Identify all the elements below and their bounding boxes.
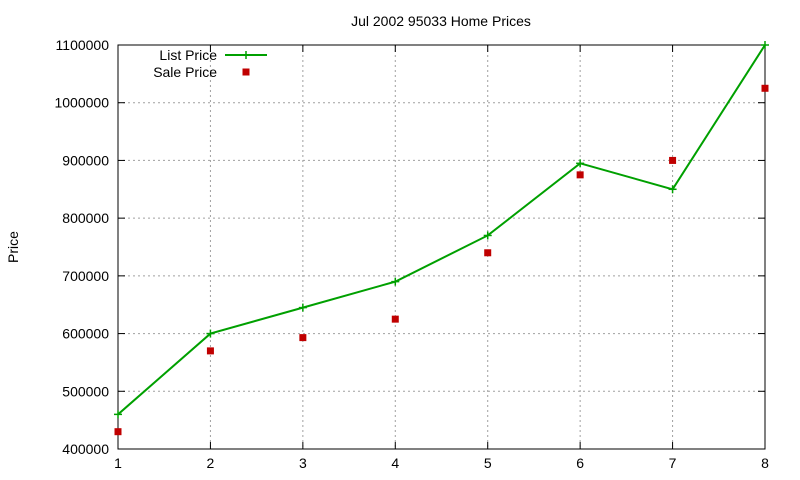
y-axis-label: Price xyxy=(5,231,21,263)
x-tick-label: 4 xyxy=(391,455,399,471)
y-tick-label: 800000 xyxy=(62,210,109,226)
data-point xyxy=(206,329,215,338)
x-tick-label: 5 xyxy=(484,455,492,471)
tick-labels: 400000 500000 600000 700000 800000 900000 1000… xyxy=(54,37,769,471)
x-tick-label: 3 xyxy=(299,455,307,471)
x-tick-label: 7 xyxy=(669,455,677,471)
data-point xyxy=(114,428,122,436)
legend-marker xyxy=(242,51,250,59)
data-point xyxy=(761,84,769,92)
data-point xyxy=(576,171,584,179)
plot-border xyxy=(117,44,766,450)
data-point xyxy=(669,156,677,164)
y-tick-label: 700000 xyxy=(62,268,109,284)
data-point xyxy=(761,41,769,49)
y-tick-label: 1100000 xyxy=(56,37,110,53)
data-point xyxy=(299,334,307,342)
data-point xyxy=(206,347,214,355)
data-point xyxy=(391,277,400,286)
series-list-price xyxy=(114,41,769,419)
data-point xyxy=(298,303,307,312)
x-tick-label: 8 xyxy=(761,455,769,471)
legend-marker xyxy=(242,68,250,76)
y-tick-label: 1000000 xyxy=(54,95,109,111)
data-point xyxy=(576,159,585,168)
x-tick-label: 6 xyxy=(576,455,584,471)
chart-title: Jul 2002 95033 Home Prices xyxy=(351,13,531,29)
series xyxy=(114,41,769,436)
series-sale-price xyxy=(114,84,769,436)
y-tick-label: 500000 xyxy=(62,383,109,399)
x-tick-label: 1 xyxy=(114,455,122,471)
data-point xyxy=(391,315,399,323)
data-point xyxy=(484,249,492,257)
data-point xyxy=(483,231,492,240)
grid xyxy=(118,45,765,449)
legend-label: List Price xyxy=(159,47,217,63)
y-tick-label: 900000 xyxy=(62,152,109,168)
data-point xyxy=(114,410,122,419)
axes xyxy=(117,44,766,450)
data-point xyxy=(668,185,677,194)
y-tick-label: 600000 xyxy=(62,326,109,342)
series-line xyxy=(117,44,766,416)
legend-label: Sale Price xyxy=(153,64,217,80)
y-tick-label: 400000 xyxy=(62,441,109,457)
x-tick-label: 2 xyxy=(207,455,215,471)
